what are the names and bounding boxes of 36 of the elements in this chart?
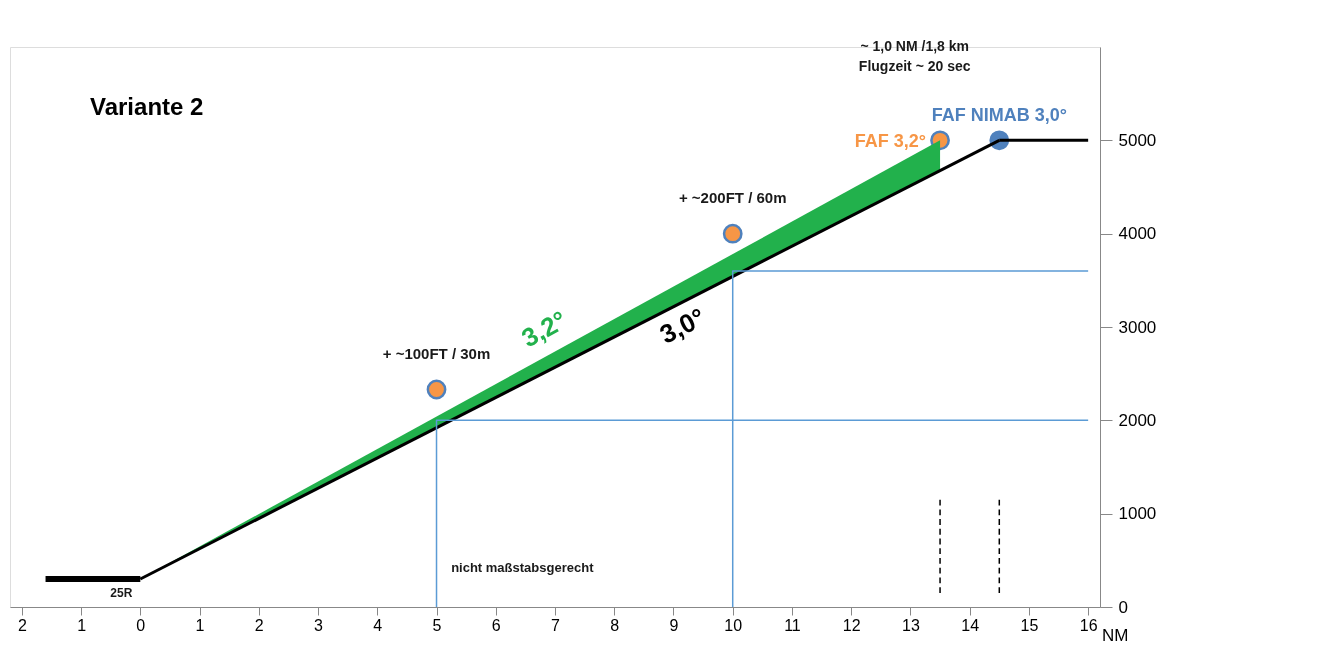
x-tick-label: 14 bbox=[961, 616, 980, 634]
text: 3,0° bbox=[654, 301, 710, 350]
y-tick-label: 3000 bbox=[1118, 317, 1157, 337]
text: 3,2° bbox=[516, 304, 572, 354]
x-tick-label: 5 bbox=[432, 616, 442, 634]
series-label: FAF NIMAB 3,0° bbox=[931, 105, 1067, 126]
x-tick-label: 10 bbox=[724, 616, 743, 634]
x-axis-title: NM bbox=[1102, 625, 1129, 645]
x-tick-label: 3 bbox=[314, 616, 324, 634]
x-tick-label: 4 bbox=[373, 616, 383, 634]
y-tick-label: 5000 bbox=[1118, 130, 1157, 150]
x-tick-label: 12 bbox=[842, 616, 861, 634]
y-tick-label: 0 bbox=[1118, 597, 1128, 617]
x-tick-label: 6 bbox=[491, 616, 501, 634]
x-tick-label: 1 bbox=[77, 616, 87, 634]
x-tick-label: 8 bbox=[610, 616, 620, 634]
text: Variante 2 bbox=[90, 93, 204, 120]
y-tick-label: 4000 bbox=[1118, 224, 1157, 244]
x-tick-label: 2 bbox=[17, 616, 27, 634]
x-tick-label: 2 bbox=[254, 616, 264, 634]
annotation: ~ 1,0 NM /1,8 km Flugzeit ~ 20 sec bbox=[858, 38, 971, 74]
x-tick-label: 0 bbox=[136, 616, 146, 634]
annotation: + ~200FT / 60m bbox=[678, 188, 787, 206]
x-tick-label: 16 bbox=[1079, 616, 1098, 634]
x-tick-label: 13 bbox=[902, 616, 920, 634]
series-label: FAF 3,2° bbox=[854, 131, 927, 152]
annotation: + ~100FT / 30m bbox=[382, 344, 491, 362]
x-tick-label: 1 bbox=[195, 616, 205, 634]
y-tick-label: 1000 bbox=[1118, 504, 1157, 524]
x-tick-label: 9 bbox=[669, 616, 679, 634]
y-tick-label: 2000 bbox=[1118, 410, 1157, 430]
annotation: nicht maßstabsgerecht bbox=[451, 559, 595, 575]
series-label: 25R bbox=[110, 586, 133, 600]
x-tick-label: 15 bbox=[1020, 616, 1039, 634]
x-tick-label: 11 bbox=[784, 616, 801, 634]
x-tick-label: 7 bbox=[551, 616, 561, 634]
